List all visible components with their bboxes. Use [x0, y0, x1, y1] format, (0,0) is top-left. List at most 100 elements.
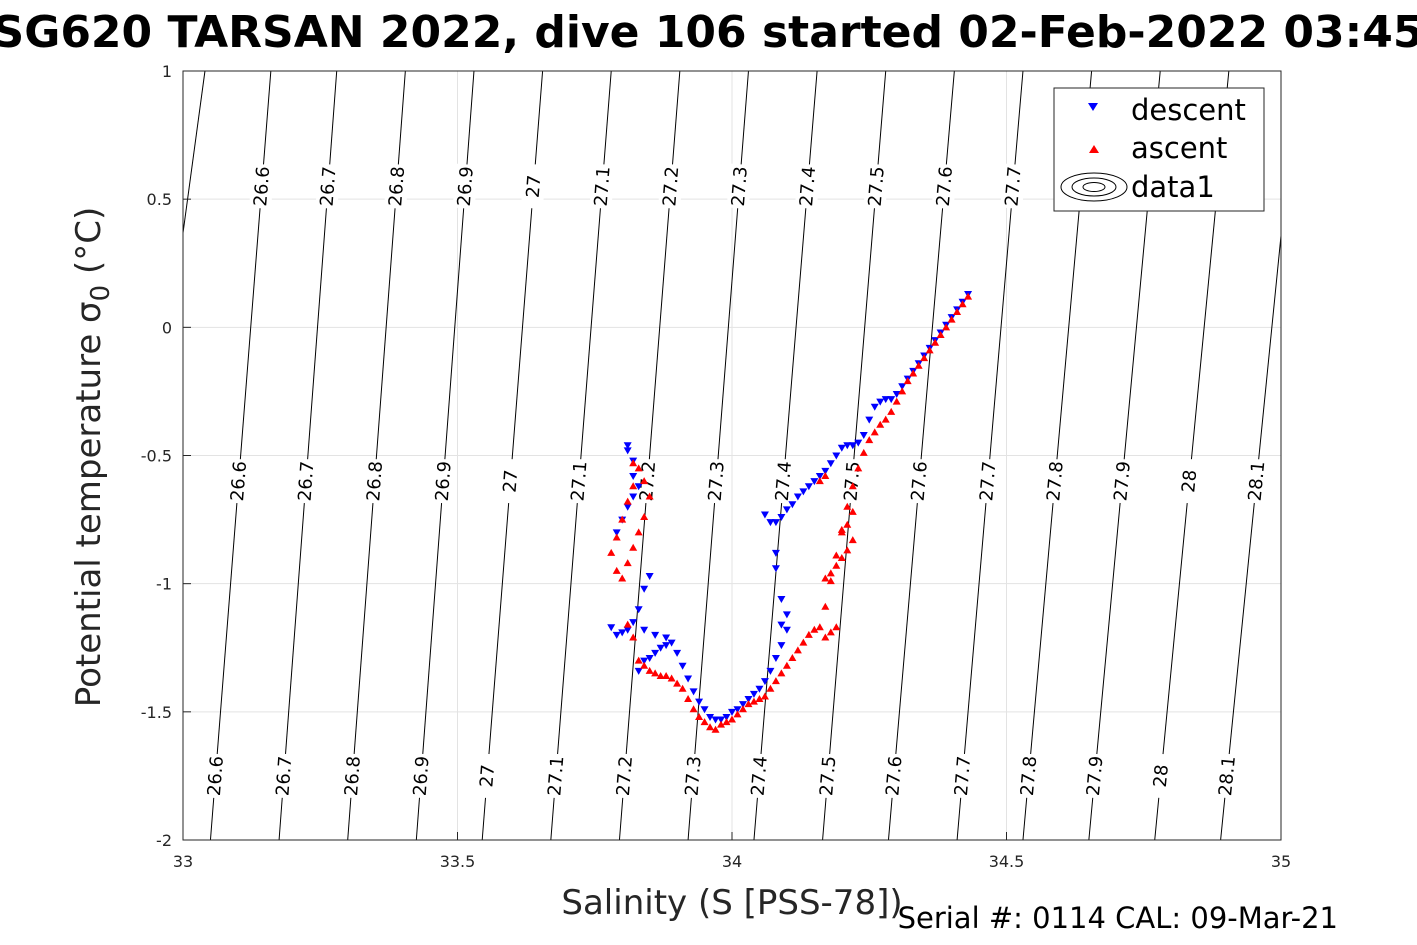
- serial-calibration-note: Serial #: 0114 CAL: 09-Mar-21: [898, 901, 1338, 935]
- ascent-point: [728, 715, 736, 723]
- isopycnal-label: 26.9: [454, 166, 478, 208]
- ascent-point: [733, 710, 742, 718]
- descent-point: [733, 706, 742, 714]
- y-tick-label: -1.5: [141, 703, 172, 722]
- ascent-point: [799, 638, 808, 646]
- isopycnal-label: 27.4: [748, 755, 772, 797]
- isopycnal-label: 27.3: [705, 460, 729, 502]
- isopycnal-label: 27.5: [865, 166, 889, 208]
- descent-point: [662, 634, 671, 642]
- descent-point: [771, 549, 780, 557]
- ascent-point: [673, 679, 682, 687]
- legend-data1-label: data1: [1131, 170, 1215, 204]
- descent-point: [799, 488, 808, 496]
- ascent-point: [821, 633, 830, 641]
- ascent-point: [953, 307, 962, 315]
- ascent-point: [837, 554, 846, 562]
- ascent-point: [777, 669, 786, 677]
- isopycnal-label: 27.6: [933, 166, 957, 208]
- ascent-point: [717, 720, 726, 728]
- isopycnal-label: 27.9: [1110, 460, 1135, 502]
- y-tick-label: 0: [162, 318, 172, 337]
- isopycnal-label-gap: [949, 753, 976, 799]
- descent-point: [892, 390, 901, 398]
- ascent-point: [843, 502, 852, 510]
- isopycnal-label-gap: [881, 753, 907, 799]
- isopycnal-label: 27: [476, 764, 499, 788]
- ascent-point: [826, 569, 835, 577]
- descent-point: [766, 667, 775, 675]
- isopycnal-label: 27.7: [976, 460, 1000, 502]
- ascent-point: [738, 705, 747, 713]
- ascent-point: [634, 464, 643, 472]
- descent-point: [634, 483, 643, 491]
- descent-point: [749, 690, 758, 698]
- ascent-point: [810, 625, 819, 633]
- ascent-point: [662, 671, 671, 679]
- isopycnal-label-gap: [1015, 753, 1042, 799]
- isopycnal-label: 27.2: [613, 755, 637, 797]
- isopycnal-label-gap: [497, 458, 524, 504]
- ascent-point: [832, 561, 841, 569]
- legend: descent ascent data1: [1053, 87, 1265, 212]
- ascent-point: [920, 354, 929, 362]
- isopycnal-label-gap: [1000, 163, 1026, 210]
- descent-point: [777, 642, 786, 650]
- ascent-point: [700, 718, 709, 726]
- isopycnal-label: 27: [500, 469, 523, 493]
- descent-point: [881, 396, 890, 404]
- descent-point: [744, 696, 753, 704]
- isopycnal-label-gap: [543, 753, 569, 799]
- isopycnal-label-gap: [315, 163, 341, 210]
- ascent-point: [722, 718, 731, 726]
- descent-point: [826, 460, 835, 468]
- descent-point: [728, 708, 736, 716]
- descent-point: [607, 624, 616, 632]
- descent-point: [623, 442, 632, 450]
- descent-point: [859, 431, 868, 439]
- ascent-point: [909, 369, 918, 377]
- legend-ascent-label: ascent: [1131, 131, 1227, 165]
- x-tick-label: 34.5: [989, 852, 1025, 871]
- descent-point: [804, 483, 813, 491]
- isopycnal-label-gap: [815, 753, 841, 799]
- isopycnal-label-gap: [1109, 458, 1136, 505]
- ascent-point: [684, 695, 693, 703]
- isopycnal-label: 26.8: [341, 755, 365, 797]
- ascent-point: [925, 346, 934, 354]
- isopycnal-label-gap: [202, 753, 229, 799]
- ascent-point: [782, 661, 791, 669]
- descent-point: [777, 621, 786, 629]
- descent-point: [612, 529, 621, 537]
- descent-point: [623, 503, 632, 511]
- ascent-point: [815, 477, 824, 485]
- chart-title: SG620 TARSAN 2022, dive 106 started 02-F…: [0, 7, 1417, 58]
- descent-point: [771, 565, 780, 573]
- legend-box: [1053, 87, 1265, 212]
- descent-point: [771, 655, 780, 663]
- isopycnal-label: 27.5: [840, 460, 864, 502]
- descent-point: [837, 444, 846, 452]
- isopycnal-label-gap: [430, 458, 456, 504]
- isopycnal-label: 26.6: [227, 460, 251, 502]
- ascent-point: [618, 574, 627, 582]
- descent-point: [629, 619, 638, 627]
- legend-descent-label: descent: [1131, 93, 1246, 127]
- ascent-point: [793, 646, 802, 654]
- isopycnal-label: 27.4: [772, 460, 796, 502]
- descent-point: [870, 403, 879, 411]
- isopycnal-line: [1220, 235, 1282, 841]
- descent-point: [678, 662, 687, 670]
- descent-point: [760, 511, 769, 519]
- isopycnal-label: 26.9: [432, 460, 456, 502]
- ascent-point: [629, 482, 638, 490]
- isopycnal-label: 27.3: [682, 755, 706, 797]
- descent-point: [706, 713, 715, 721]
- descent-point: [700, 706, 709, 714]
- isopycnal-label-gap: [1147, 752, 1174, 799]
- isopycnal-label-gap: [520, 163, 547, 210]
- descent-point: [848, 442, 857, 450]
- isopycnal-label: 28.1: [1215, 755, 1240, 797]
- isopycnal-label-gap: [931, 163, 958, 210]
